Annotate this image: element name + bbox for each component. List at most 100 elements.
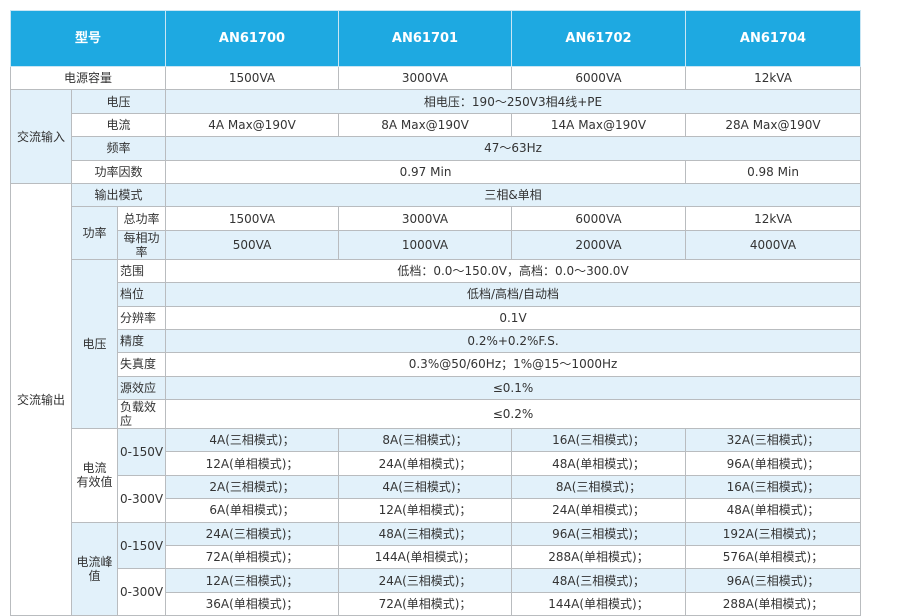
cell: 32A(三相模式)； [685, 428, 862, 453]
cell: 144A(单相模式)； [511, 591, 687, 616]
row-label: 功率因数 [70, 159, 167, 184]
cell: 3000VA [338, 206, 513, 231]
table-row: 0-300V 2A(三相模式)； 4A(三相模式)； 8A(三相模式)； 16A… [10, 474, 862, 523]
table-row: 72A(单相模式)； 144A(单相模式)； 288A(单相模式)； 576A(… [10, 545, 862, 570]
range-label: 0-300V [116, 568, 167, 616]
cell: 288A(单相模式)； [685, 591, 862, 616]
table-row: 6A(单相模式)； 12A(单相模式)； 24A(单相模式)； 48A(单相模式… [10, 498, 862, 523]
row-label: 精度 [116, 328, 167, 354]
table-row: 失真度 0.3%@50/60Hz；1%@15～1000Hz [10, 352, 862, 377]
cell: 1000VA [338, 229, 513, 260]
cell: 4A(三相模式)； [338, 474, 513, 500]
cell: 1500VA [165, 65, 340, 91]
cell: 500VA [165, 229, 340, 260]
cell: 0.97 Min [165, 159, 687, 184]
table-row: 档位 低档/高档/自动档 [10, 282, 862, 307]
cell: 0.1V [165, 305, 862, 330]
cell: 96A(三相模式)； [685, 568, 862, 593]
row-label: 分辨率 [116, 305, 167, 330]
cell: 192A(三相模式)； [685, 521, 862, 547]
cell: 24A(三相模式)； [338, 568, 513, 593]
cell: 24A(单相模式)； [511, 498, 687, 523]
cell: 三相&单相 [165, 182, 862, 208]
cell: 48A(单相模式)； [685, 498, 862, 523]
cell: 96A(三相模式)； [511, 521, 687, 547]
cell: 6000VA [511, 206, 687, 231]
cell: 47～63Hz [165, 136, 862, 161]
table-row: 负载效应 ≤0.2% [10, 399, 862, 430]
spec-table: 型号 AN61700 AN61701 AN61702 AN61704 电源容量 … [9, 10, 862, 616]
subgroup-label: 功率 [71, 206, 118, 260]
table-row: 交流输出 输出模式 三相&单相 [10, 182, 862, 616]
table-row: 电源容量 1500VA 3000VA 6000VA 12kVA [9, 65, 862, 91]
cell: 12A(三相模式)； [165, 568, 340, 593]
range-label: 0-300V [116, 474, 167, 523]
range-label: 0-150V [116, 428, 167, 476]
table-row: 功率因数 0.97 Min 0.98 Min [10, 159, 862, 184]
row-label: 档位 [116, 282, 167, 307]
cell: 2A(三相模式)； [165, 474, 340, 500]
cell: 6A(单相模式)； [165, 498, 340, 523]
cell: 288A(单相模式)； [511, 545, 687, 570]
table-row: 交流输入 电压 相电压：190～250V3相4线+PE [10, 89, 862, 184]
table-row: 电压 范围 低档：0.0～150.0V，高档：0.0～300.0V [10, 258, 862, 430]
cell: 1500VA [165, 206, 340, 231]
cell: 36A(单相模式)； [165, 591, 340, 616]
cell: 16A(三相模式)； [511, 428, 687, 453]
cell: 48A(单相模式)； [511, 451, 687, 476]
model-name: AN61700 [165, 10, 340, 67]
row-label: 总功率 [116, 206, 167, 231]
row-label: 负载效应 [116, 399, 167, 430]
cell: 14A Max@190V [511, 112, 687, 138]
cell: ≤0.1% [165, 375, 862, 401]
row-label: 每相功率 [116, 229, 167, 260]
cell: 72A(单相模式)； [165, 545, 340, 570]
cell: 0.98 Min [685, 159, 862, 184]
row-label: 频率 [70, 136, 167, 161]
cell: 96A(单相模式)； [685, 451, 862, 476]
cell: ≤0.2% [165, 399, 862, 430]
row-label: 电压 [70, 89, 167, 114]
cell: 12A(单相模式)； [338, 498, 513, 523]
group-label: 交流输入 [10, 89, 72, 184]
cell: 低档：0.0～150.0V，高档：0.0～300.0V [165, 258, 862, 284]
table-row: 频率 47～63Hz [10, 136, 862, 161]
cell: 8A(三相模式)； [511, 474, 687, 500]
table-row: 源效应 ≤0.1% [10, 375, 862, 401]
table-row: 电流 有效值 0-150V 4A(三相模式)； 8A(三相模式)； 16A(三相… [10, 428, 862, 523]
row-label: 范围 [116, 258, 167, 284]
cell: 2000VA [511, 229, 687, 260]
table-row: 功率 总功率 1500VA 3000VA 6000VA 12kVA [10, 206, 862, 260]
cell: 0.3%@50/60Hz；1%@15～1000Hz [165, 352, 862, 377]
row-label: 输出模式 [70, 182, 167, 208]
cell: 3000VA [338, 65, 513, 91]
cell: 576A(单相模式)； [685, 545, 862, 570]
cell: 144A(单相模式)； [338, 545, 513, 570]
table-row: 精度 0.2%+0.2%F.S. [10, 328, 862, 354]
cell: 相电压：190～250V3相4线+PE [165, 89, 862, 114]
cell: 24A(三相模式)； [165, 521, 340, 547]
model-name: AN61701 [338, 10, 513, 67]
cell: 4000VA [685, 229, 862, 260]
cell: 4A(三相模式)； [165, 428, 340, 453]
subgroup-label: 电流峰值 [71, 521, 118, 616]
table-row: 分辨率 0.1V [10, 305, 862, 330]
cell: 28A Max@190V [685, 112, 862, 138]
table-row: 0-300V 12A(三相模式)； 24A(三相模式)； 48A(三相模式)； … [10, 568, 862, 616]
model-header: 型号 [9, 10, 167, 67]
cell: 8A(三相模式)； [338, 428, 513, 453]
model-name: AN61702 [511, 10, 687, 67]
cell: 12kVA [685, 206, 862, 231]
row-label: 失真度 [116, 352, 167, 377]
cell: 12A(单相模式)； [165, 451, 340, 476]
cell: 4A Max@190V [165, 112, 340, 138]
cell: 16A(三相模式)； [685, 474, 862, 500]
cell: 8A Max@190V [338, 112, 513, 138]
row-label: 电源容量 [9, 65, 167, 91]
cell: 48A(三相模式)； [511, 568, 687, 593]
group-label: 交流输出 [10, 182, 72, 616]
range-label: 0-150V [116, 521, 167, 570]
cell: 24A(单相模式)； [338, 451, 513, 476]
header-row: 型号 AN61700 AN61701 AN61702 AN61704 [9, 10, 862, 67]
table-row: 电流峰值 0-150V 24A(三相模式)； 48A(三相模式)； 96A(三相… [10, 521, 862, 616]
